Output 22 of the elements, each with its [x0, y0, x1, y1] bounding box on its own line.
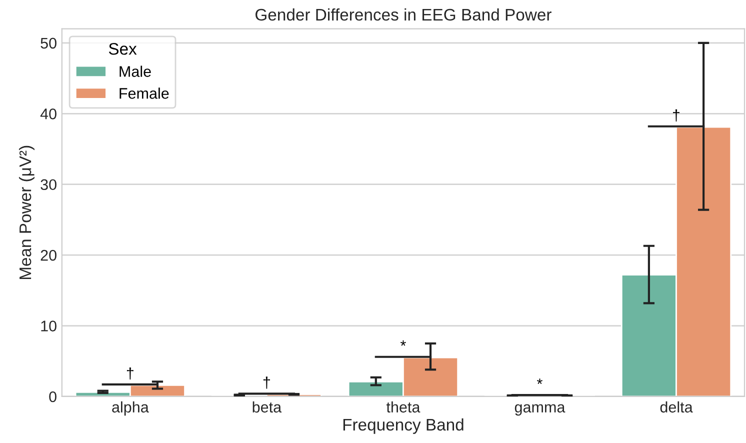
annotation: *	[537, 378, 542, 384]
annotation: †	[126, 367, 134, 380]
legend-label: Female	[120, 88, 169, 99]
y-axis-title: Mean Power (μV²)	[18, 146, 34, 280]
x-tick-label: alpha	[112, 401, 149, 416]
x-tick-label: delta	[660, 401, 693, 413]
x-tick-label: beta	[252, 401, 282, 413]
chart-title: Gender Differences in EEG Band Power	[256, 8, 552, 21]
x-tick-label: gamma	[514, 404, 566, 416]
y-tick-label: 0	[49, 391, 56, 402]
y-tick-label: 30	[40, 179, 56, 190]
y-tick-label: 10	[41, 320, 56, 332]
legend-title: Sex	[108, 42, 137, 55]
x-tick-label: theta	[386, 401, 420, 413]
y-tick-label: 20	[40, 250, 56, 261]
annotation: *	[400, 340, 406, 346]
legend-label: Male	[120, 66, 151, 77]
y-tick-label: 40	[40, 108, 56, 120]
annotation: †	[673, 109, 680, 122]
annotation: †	[263, 376, 270, 389]
x-axis-title: Frequency Band	[343, 418, 464, 434]
y-tick-label: 50	[40, 38, 56, 49]
